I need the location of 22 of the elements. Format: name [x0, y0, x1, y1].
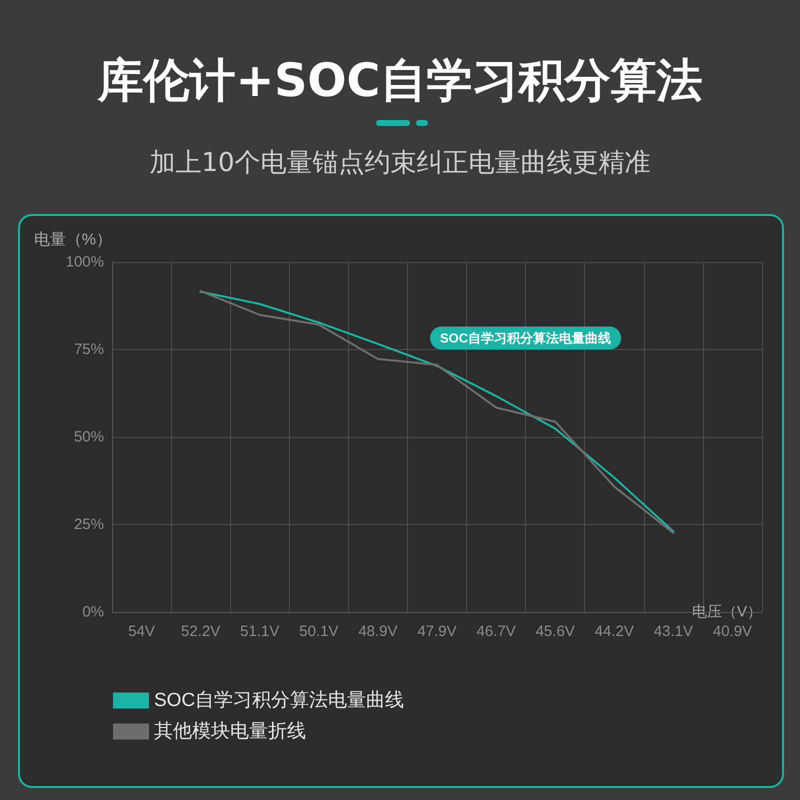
legend-label: 其他模块电量折线 — [154, 721, 306, 742]
y-tick-label: 75% — [74, 341, 104, 358]
x-tick-label: 46.7V — [476, 623, 516, 640]
y-tick-label: 50% — [74, 428, 104, 446]
x-tick-label: 47.9V — [417, 623, 457, 640]
y-tick-label: 100% — [66, 254, 104, 270]
x-tick-label: 40.9V — [712, 623, 752, 640]
x-tick-label: 43.1V — [654, 623, 693, 640]
y-axis-title: 电量（%） — [34, 230, 112, 248]
x-tick-label: 45.6V — [536, 623, 575, 640]
chart-title: 库伦计+SOC自学习积分算法 — [96, 52, 704, 109]
x-tick-label: 54V — [128, 623, 155, 640]
annotation: SOC自学习积分算法电量曲线 — [440, 330, 612, 346]
y-tick-label: 25% — [74, 516, 104, 533]
x-tick-label: 48.9V — [358, 623, 398, 640]
legend-label: SOC自学习积分算法电量曲线 — [154, 690, 404, 711]
x-tick-label: 52.2V — [181, 623, 220, 640]
y-tick-label: 0% — [82, 604, 104, 620]
chart-subtitle: 加上10个电量锚点约束纠正电量曲线更精准 — [148, 147, 652, 180]
x-tick-label: 51.1V — [240, 623, 280, 640]
x-tick-label: 44.2V — [594, 623, 634, 640]
x-tick-label: 50.1V — [299, 623, 338, 640]
